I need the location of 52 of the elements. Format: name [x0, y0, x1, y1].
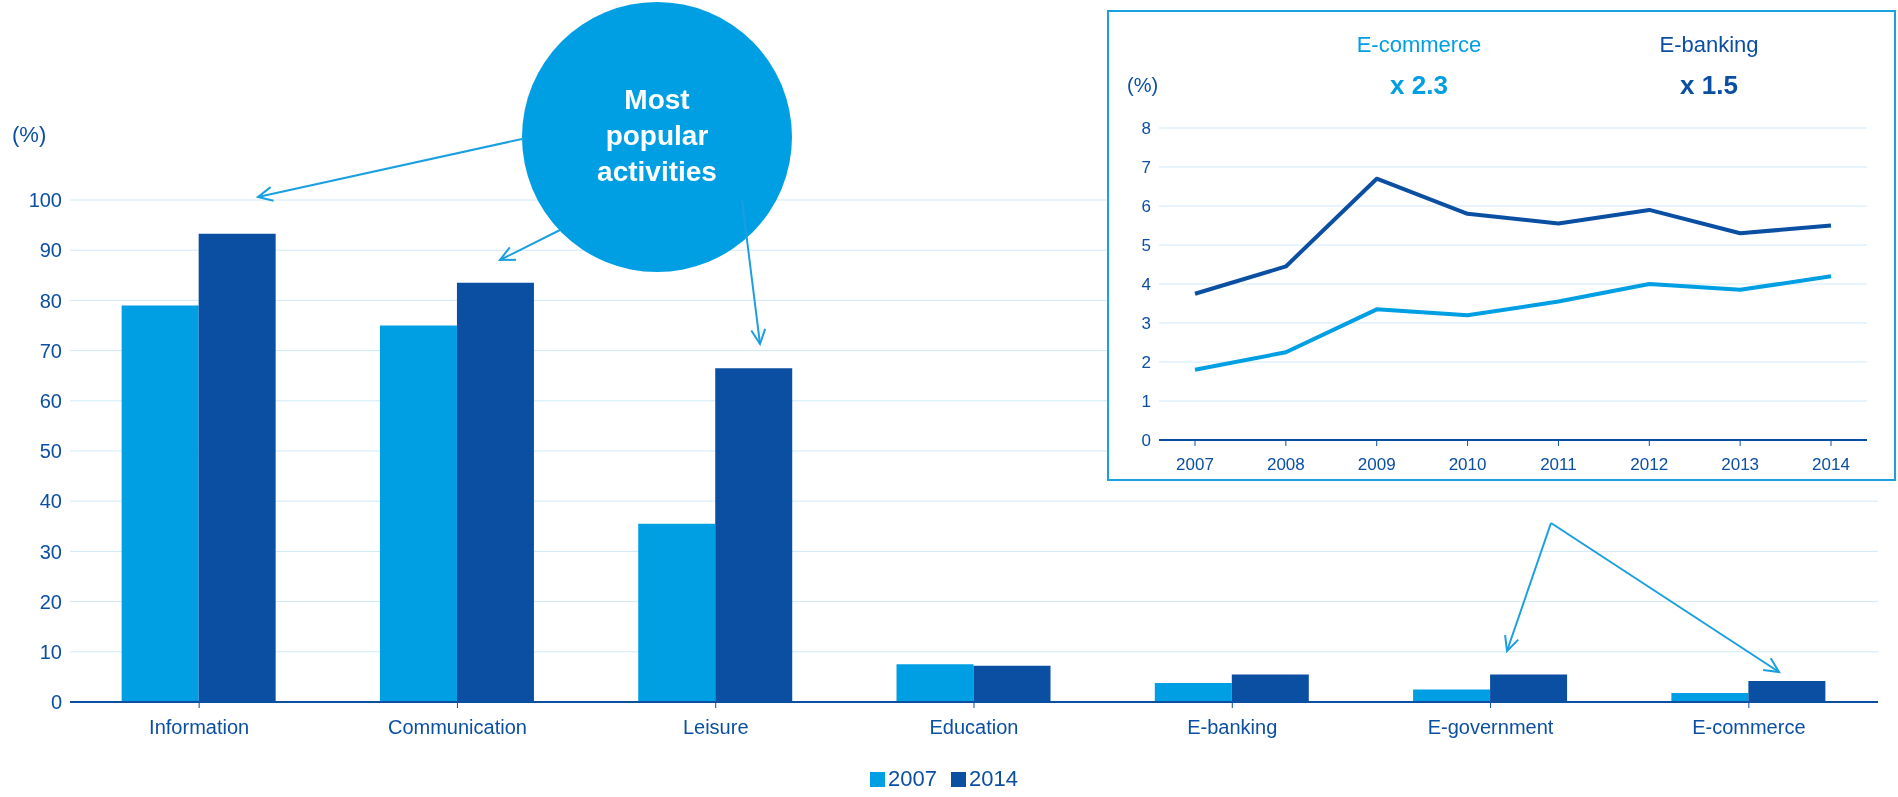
bar	[638, 523, 716, 702]
y-axis-title: (%)	[12, 122, 47, 148]
x-tick-label: Education	[929, 716, 1019, 739]
text: x 2.3	[1389, 70, 1449, 101]
legend-label: 2007	[888, 766, 937, 792]
y-tick-label: 7	[1141, 158, 1151, 178]
y-tick-label: 30	[39, 540, 62, 563]
bar	[1154, 682, 1232, 702]
x-tick-label: Leisure	[682, 716, 749, 739]
x-tick-label: Information	[149, 716, 250, 739]
y-tick-label: 90	[39, 239, 62, 262]
bar	[379, 325, 457, 702]
y-tick-label: 20	[39, 590, 62, 613]
x-tick-label: E-banking	[1187, 716, 1278, 739]
bar	[121, 305, 199, 702]
x-tick-label: Communication	[387, 716, 527, 739]
y-tick-label: 0	[1141, 431, 1151, 451]
x-tick-label: 2011	[1540, 455, 1577, 475]
bar	[1413, 689, 1491, 702]
text: x 1.5	[1679, 70, 1739, 101]
text: Most popular activities	[596, 83, 718, 189]
x-tick-label: 2013	[1721, 455, 1760, 475]
line-series	[1193, 176, 1833, 296]
y-tick-label: 4	[1141, 275, 1151, 295]
y-tick-label: 100	[28, 189, 62, 212]
text: E-commerce	[1355, 32, 1483, 58]
y-tick-label: 40	[39, 490, 62, 513]
bar	[896, 664, 974, 702]
y-tick-label: 70	[39, 339, 62, 362]
legend-label: 2014	[968, 766, 1018, 792]
y-tick-label: 60	[39, 389, 62, 412]
y-tick-label: 5	[1141, 236, 1151, 256]
y-tick-label: 6	[1141, 197, 1151, 217]
line-series	[1193, 274, 1833, 372]
x-tick-label: 2014	[1812, 455, 1850, 475]
y-tick-label: 1	[1141, 392, 1151, 412]
y-tick-label: 0	[50, 691, 62, 714]
y-tick-label: 3	[1141, 314, 1151, 334]
y-tick-label: 2	[1141, 353, 1151, 373]
x-tick-label: 2012	[1630, 455, 1669, 475]
x-tick-label: E-government	[1427, 716, 1554, 739]
y-tick-label: 10	[39, 640, 62, 663]
x-tick-label: 2007	[1176, 455, 1214, 475]
x-tick-label: E-commerce	[1692, 716, 1806, 739]
x-tick-label: 2010	[1448, 455, 1487, 475]
y-tick-label: 50	[39, 440, 62, 463]
x-tick-label: 2009	[1357, 455, 1396, 475]
y-tick-label: 80	[39, 289, 62, 312]
y-axis-title: (%)	[1127, 74, 1159, 97]
x-tick-label: 2008	[1266, 455, 1305, 475]
text: E-banking	[1658, 32, 1760, 58]
y-tick-label: 8	[1141, 119, 1151, 139]
